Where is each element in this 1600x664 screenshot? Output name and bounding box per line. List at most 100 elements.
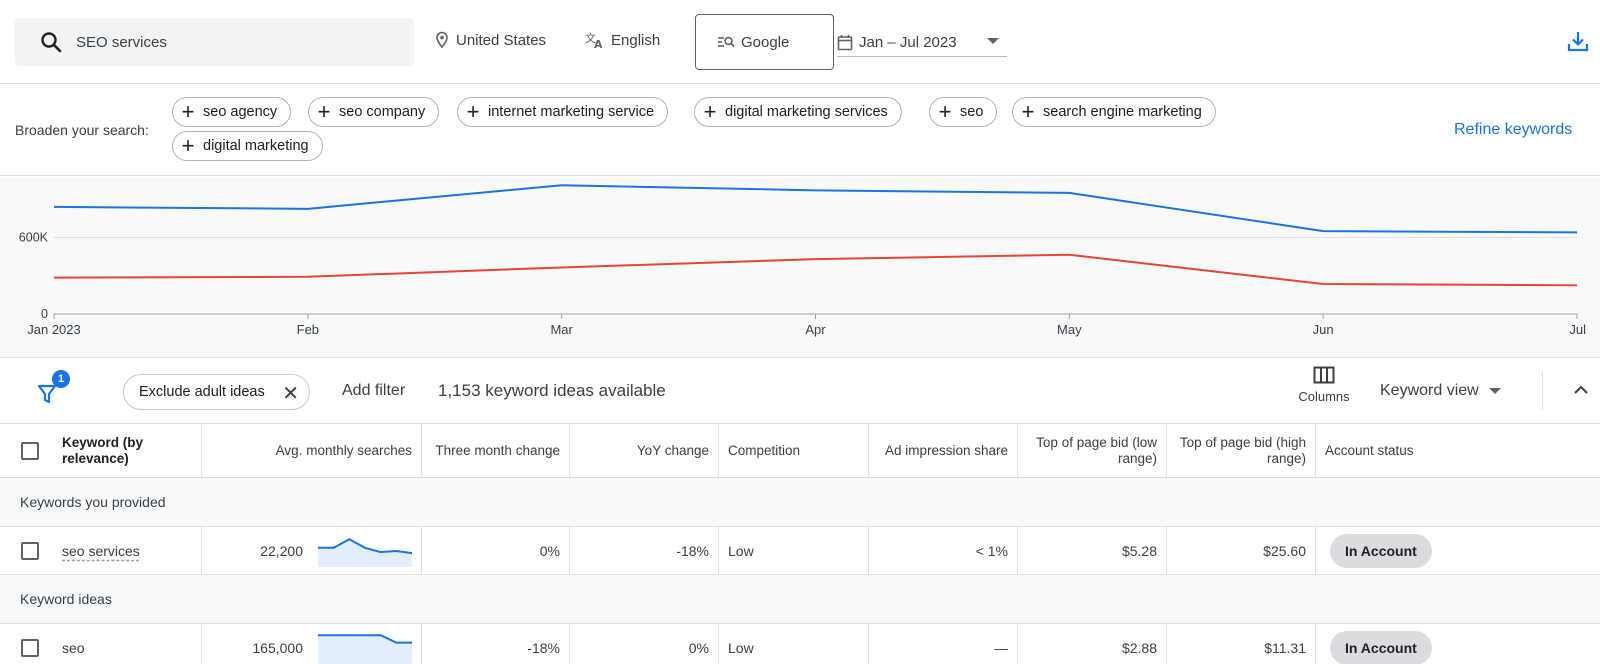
header-ad-impression-share[interactable]: Ad impression share: [869, 424, 1018, 477]
columns-icon: [1313, 366, 1335, 384]
calendar-icon: [837, 35, 853, 51]
keyword-cell[interactable]: seo: [53, 624, 202, 664]
broaden-chip-seo-agency[interactable]: + seo agency: [172, 97, 292, 127]
language-selector[interactable]: 文 A English: [585, 31, 660, 49]
svg-text:A: A: [594, 38, 603, 49]
close-icon[interactable]: ✕: [282, 383, 299, 405]
location-selector[interactable]: United States: [434, 31, 546, 49]
search-input[interactable]: SEO services: [15, 18, 414, 66]
chip-label: seo: [960, 104, 984, 120]
table-header: Keyword (by relevance) Avg. monthly sear…: [0, 424, 1600, 478]
trend-line-chart: 0 600K Jan 2023 Feb Mar Apr May Jun Jul: [19, 184, 1586, 337]
bid-low-cell: $2.88: [1018, 624, 1167, 664]
columns-button[interactable]: Columns: [1292, 366, 1356, 404]
broaden-chip-digital-marketing[interactable]: + digital marketing: [172, 131, 323, 161]
row-checkbox[interactable]: [21, 542, 39, 560]
engine-label: Google: [741, 33, 790, 51]
header-keyword[interactable]: Keyword (by relevance): [53, 424, 202, 477]
keyword-view-label: Keyword view: [1380, 382, 1479, 399]
chip-label: internet marketing service: [488, 104, 655, 120]
broaden-chip-seo-company[interactable]: + seo company: [308, 97, 440, 127]
filter-count-badge: 1: [52, 370, 70, 388]
section-label: Keyword ideas: [20, 591, 112, 607]
section-keyword-ideas: Keyword ideas: [0, 575, 1600, 624]
chevron-down-icon: [987, 38, 999, 44]
broaden-chip-internet-marketing-service[interactable]: + internet marketing service: [457, 97, 669, 127]
x-tick-label: Jan 2023: [27, 322, 81, 337]
top-bar: SEO services United States 文 A English G…: [0, 0, 1600, 84]
section-label: Keywords you provided: [20, 494, 166, 510]
section-keywords-provided: Keywords you provided: [0, 478, 1600, 527]
x-tick-label: Apr: [805, 322, 826, 337]
select-all-checkbox[interactable]: [21, 442, 39, 460]
search-volume-chart: 0 600K Jan 2023 Feb Mar Apr May Jun Jul: [0, 177, 1600, 357]
divider: [1542, 372, 1543, 410]
in-account-badge[interactable]: In Account: [1330, 630, 1432, 664]
add-filter-button[interactable]: Add filter: [342, 382, 406, 399]
header-bid-high[interactable]: Top of page bid (high range): [1167, 424, 1316, 477]
plus-icon: +: [466, 99, 480, 124]
table-row: seo services 22,200 0% -18% Low < 1% $5.…: [0, 527, 1600, 575]
chevron-up-icon[interactable]: [1573, 382, 1589, 398]
x-tick-label: Mar: [550, 322, 573, 337]
header-three-month-change[interactable]: Three month change: [422, 424, 570, 477]
plus-icon: +: [181, 133, 195, 158]
sparkline-line: [318, 634, 412, 644]
translate-icon: 文 A: [585, 31, 603, 49]
chip-label: digital marketing services: [725, 104, 888, 120]
broaden-label: Broaden your search:: [15, 122, 149, 138]
plus-icon: +: [703, 99, 717, 124]
avg-searches-cell: 165,000: [202, 624, 422, 664]
header-competition[interactable]: Competition: [719, 424, 869, 477]
keyword-cell[interactable]: seo services: [53, 527, 202, 574]
chip-label: Exclude adult ideas: [139, 384, 265, 400]
header-bid-low[interactable]: Top of page bid (low range): [1018, 424, 1167, 477]
broaden-chip-search-engine-marketing[interactable]: + search engine marketing: [1012, 97, 1216, 127]
plus-icon: +: [181, 99, 195, 124]
y-tick-label: 0: [41, 307, 48, 321]
series-line-blue: [53, 184, 1578, 234]
chip-label: digital marketing: [203, 138, 309, 154]
columns-label: Columns: [1298, 389, 1350, 404]
in-account-badge[interactable]: In Account: [1330, 533, 1432, 568]
sparkline-area: [318, 635, 412, 664]
sparkline-line: [318, 538, 412, 555]
y-tick-label: 600K: [19, 231, 49, 245]
ad-share-cell: —: [869, 624, 1018, 664]
header-avg-monthly-searches[interactable]: Avg. monthly searches: [202, 424, 422, 477]
date-range-selector[interactable]: Jan – Jul 2023: [837, 29, 1007, 57]
exclude-adult-ideas-chip[interactable]: Exclude adult ideas ✕: [123, 374, 310, 410]
refine-keywords-button[interactable]: Refine keywords: [1454, 121, 1573, 138]
search-network-icon: [718, 36, 735, 48]
competition-cell: Low: [719, 624, 869, 664]
header-account-status[interactable]: Account status: [1325, 442, 1414, 458]
search-query: SEO services: [76, 34, 167, 51]
avg-searches-cell: 22,200: [202, 527, 422, 574]
x-tick-label: Jul: [1569, 322, 1586, 337]
date-range-label: Jan – Jul 2023: [859, 34, 957, 51]
three-month-cell: 0%: [422, 527, 570, 574]
trend-sparkline: [318, 538, 412, 567]
filter-toolbar: 1 Exclude adult ideas ✕ Add filter 1,153…: [0, 357, 1600, 424]
broaden-chip-seo[interactable]: + seo: [929, 97, 998, 127]
chip-label: search engine marketing: [1043, 104, 1202, 120]
table-row: seo 165,000 -18% 0% Low — $2.88 $11.31 I…: [0, 624, 1600, 664]
keyword-ideas-count: 1,153 keyword ideas available: [438, 381, 666, 400]
broaden-chip-digital-marketing-services[interactable]: + digital marketing services: [694, 97, 902, 127]
account-status-cell: In Account: [1316, 527, 1600, 574]
yoy-cell: -18%: [570, 527, 719, 574]
x-tick-label: Jun: [1313, 322, 1334, 337]
search-network-selector[interactable]: Google: [695, 14, 834, 70]
keyword-view-dropdown[interactable]: Keyword view: [1380, 382, 1501, 400]
header-yoy-change[interactable]: YoY change: [570, 424, 719, 477]
location-pin-icon: [436, 31, 448, 49]
competition-cell: Low: [719, 527, 869, 574]
svg-text:文: 文: [585, 31, 596, 45]
trend-sparkline: [318, 634, 412, 664]
row-checkbox[interactable]: [21, 639, 39, 657]
download-icon[interactable]: [1567, 30, 1589, 52]
three-month-cell: -18%: [422, 624, 570, 664]
broaden-search-bar: Broaden your search: + seo agency + seo …: [0, 84, 1600, 176]
ad-share-cell: < 1%: [869, 527, 1018, 574]
x-tick-label: Feb: [297, 322, 319, 337]
